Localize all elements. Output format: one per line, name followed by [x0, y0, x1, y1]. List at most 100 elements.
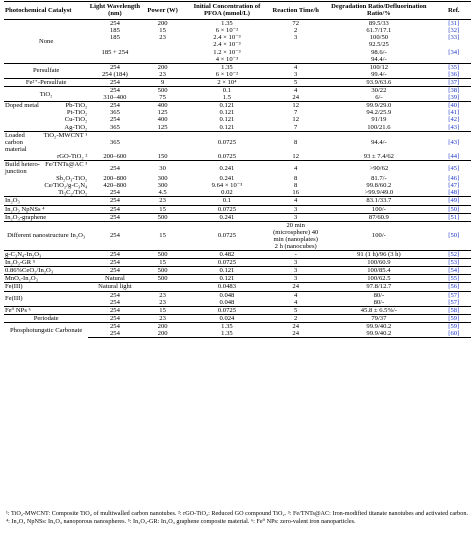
cell-ratio: 80/- — [373, 298, 385, 306]
cell-ref: [31] — [436, 19, 471, 28]
cell-ratio: 100/- — [321, 204, 437, 214]
table-row: Build hetero-junction Fe/TNTs@AC ³ 254 30 0.… — [4, 159, 471, 176]
cell-catalyst-sublabel: rGO-TiO₂ ² — [57, 152, 88, 160]
cell-concentration: 1.35 — [183, 62, 271, 71]
cell-concentration: 0.0725 — [183, 305, 271, 315]
table-row: TiO₂ 254 500 0.1 4 30/22 [38] — [4, 86, 471, 102]
cell-concentration: 0.0725 — [183, 204, 271, 214]
cell-ref: [51] — [436, 212, 471, 222]
cell-ref: [44] — [448, 152, 460, 160]
cell-power — [142, 49, 184, 56]
cell-time: 5 — [270, 305, 322, 315]
cell-ref: [35] — [436, 62, 471, 71]
cell-ratio: 80/- — [321, 290, 437, 299]
cell-ratio: 30/22 — [321, 86, 437, 95]
table-row: None 254 200 1.35 72 89.5/33 [31] — [4, 19, 471, 64]
table-header: Photochemical Catalyst Light Wavelength … — [4, 0, 471, 21]
cell-time: 12 — [292, 152, 299, 160]
cell-catalyst-label: Cu-TiO₂ — [4, 116, 88, 123]
cell-concentration: 0.0725 — [183, 130, 271, 153]
cell-catalyst: In₂O₃ — [4, 196, 89, 206]
cell-ratio: 97.8/12.7 — [321, 282, 437, 292]
cell-wavelength: 254 — [88, 258, 142, 267]
cell-wavelength: 254 — [88, 290, 142, 299]
table-row: 254 200 1.35 24 99.9/40.2 [60] — [4, 330, 471, 339]
cell-ref: [37] — [436, 77, 471, 87]
catalyst-group-label: Doped metal — [5, 102, 39, 110]
cell-concentration: 0.121 — [183, 101, 271, 110]
cell-time: 4 — [270, 290, 322, 299]
table-row: Fe(III) 254 23 0.048 4 80/- [57] — [4, 290, 471, 307]
table-row: Sb₂O₃-TiO₂ 200–800 300 0.241 8 81.7/- [46] — [4, 175, 471, 182]
cell-time — [270, 49, 321, 56]
cell-wavelength — [88, 41, 141, 48]
cell-ratio: 100/62.5 — [321, 274, 437, 283]
cell-ref: [43] — [436, 130, 471, 153]
cell-ref: [50] — [436, 204, 471, 214]
cell-concentration: 0.0725 — [183, 258, 271, 267]
cell-ref: [47] — [448, 182, 460, 190]
catalyst-group-label: Build hetero-junction — [5, 160, 40, 176]
table-row: Fe²⁺-Persulfate 254 9 2 × 10⁴ 5 93.9/63.6 [37] — [4, 77, 471, 87]
table-row: 0.86%CeO₂/In₂O₃ 254 500 0.121 3 100/85.4 [54] — [4, 266, 471, 275]
cell-power: 200 — [141, 19, 184, 28]
header-ratio: Degradation Ratio/Defluorination Ratio/% — [321, 0, 437, 21]
cell-ref: [55] — [436, 274, 471, 283]
cell-ref: [40] — [436, 101, 471, 110]
cell-ref — [437, 41, 471, 48]
cell-time: 3 — [270, 204, 322, 214]
cell-catalyst: Fe²⁺-Persulfate — [4, 77, 89, 87]
cell-concentration: 0.482 — [183, 250, 271, 259]
cell-catalyst-sublabel: Cu-TiO₂ — [64, 116, 88, 124]
table-row: Fe⁰ NPs ⁶ 254 15 0.0725 5 45.8 ± 6.5%/- [58] — [4, 305, 471, 315]
table-row: 310–400 75 1.5 24 6/- [39] — [4, 94, 471, 102]
cell-catalyst: TiO₂ — [4, 86, 89, 102]
cell-catalyst: In₂O₃-GR ⁵ — [4, 258, 89, 267]
cell-wavelength: 254 — [88, 305, 142, 315]
cell-wavelength: 254 — [88, 62, 142, 71]
cell-time: 8 — [294, 182, 298, 190]
table-row: Different nanostructure In₂O₃ 254 15 0.0725… — [4, 220, 471, 251]
cell-power: 23 — [141, 196, 184, 206]
table-row: MnOₓ-In₂O₃ Natural 500 0.121 3 100/62.5 [55] — [4, 274, 471, 283]
cell-wavelength: Natural — [88, 274, 142, 283]
cell-ratio: 100/- — [321, 220, 437, 251]
cell-concentration: 4 × 10⁻³ — [215, 55, 239, 63]
cell-ref: [48] — [448, 189, 460, 197]
cell-power: 300 — [157, 175, 168, 183]
cell-time: 4 — [270, 159, 322, 176]
cell-time: 72 — [270, 19, 322, 28]
cell-power: 23 — [159, 70, 166, 78]
cell-catalyst: Fe(III) — [4, 282, 89, 292]
cell-wavelength: 310–400 — [103, 94, 127, 102]
cell-ratio: 94.2/25.9 — [366, 109, 392, 117]
cell-ratio: 93.9/63.6 — [321, 77, 437, 87]
cell-wavelength: 254 — [109, 116, 120, 124]
cell-time: 3 — [270, 258, 322, 267]
cell-concentration: 1.35 — [183, 330, 271, 339]
cell-ratio: >99.9/49.0 — [364, 189, 394, 197]
table-row: Ag-TiO₂ 365 125 0.121 7 100/21.6 [43] — [4, 124, 471, 132]
cell-ratio: 100/50 — [369, 34, 389, 42]
cell-ratio: 91 (1 h)/96 (3 h) — [321, 250, 437, 259]
table-row: 2.4 × 10⁻³ 92.5/25 — [4, 41, 471, 48]
cell-ref: [41] — [448, 109, 460, 117]
table-row: g-C₃N₄-In₂O₃ 254 500 0.482-91 (1 h)/96 (3 h… — [4, 250, 471, 259]
table-row: Ce/TiO₂/g-C₃N₄ 420–800 300 9.64 × 10⁻³ 8 99.8… — [4, 182, 471, 189]
cell-wavelength: 365 — [88, 130, 142, 153]
cell-catalyst-label: Pt-TiO₂ — [4, 109, 88, 116]
cell-power: 200 — [141, 62, 184, 71]
cell-ref: [34] — [448, 48, 460, 56]
cell-ref: [52] — [436, 250, 471, 259]
cell-ratio: 100/21.6 — [367, 123, 391, 131]
cell-wavelength: 185 + 254 — [101, 48, 129, 56]
cell-wavelength: 200–600 — [103, 152, 127, 160]
cell-wavelength: 254 — [88, 266, 142, 275]
cell-concentration: 9.64 × 10⁻³ — [211, 182, 243, 190]
cell-wavelength: 254 — [88, 196, 142, 206]
cell-concentration: 0.121 — [183, 274, 271, 283]
cell-power: 23 — [141, 313, 184, 323]
catalyst-group-label: Loaded carbon material — [5, 131, 27, 153]
cell-catalyst-sublabel: Fe/TNTs@AC ³ — [45, 160, 88, 168]
